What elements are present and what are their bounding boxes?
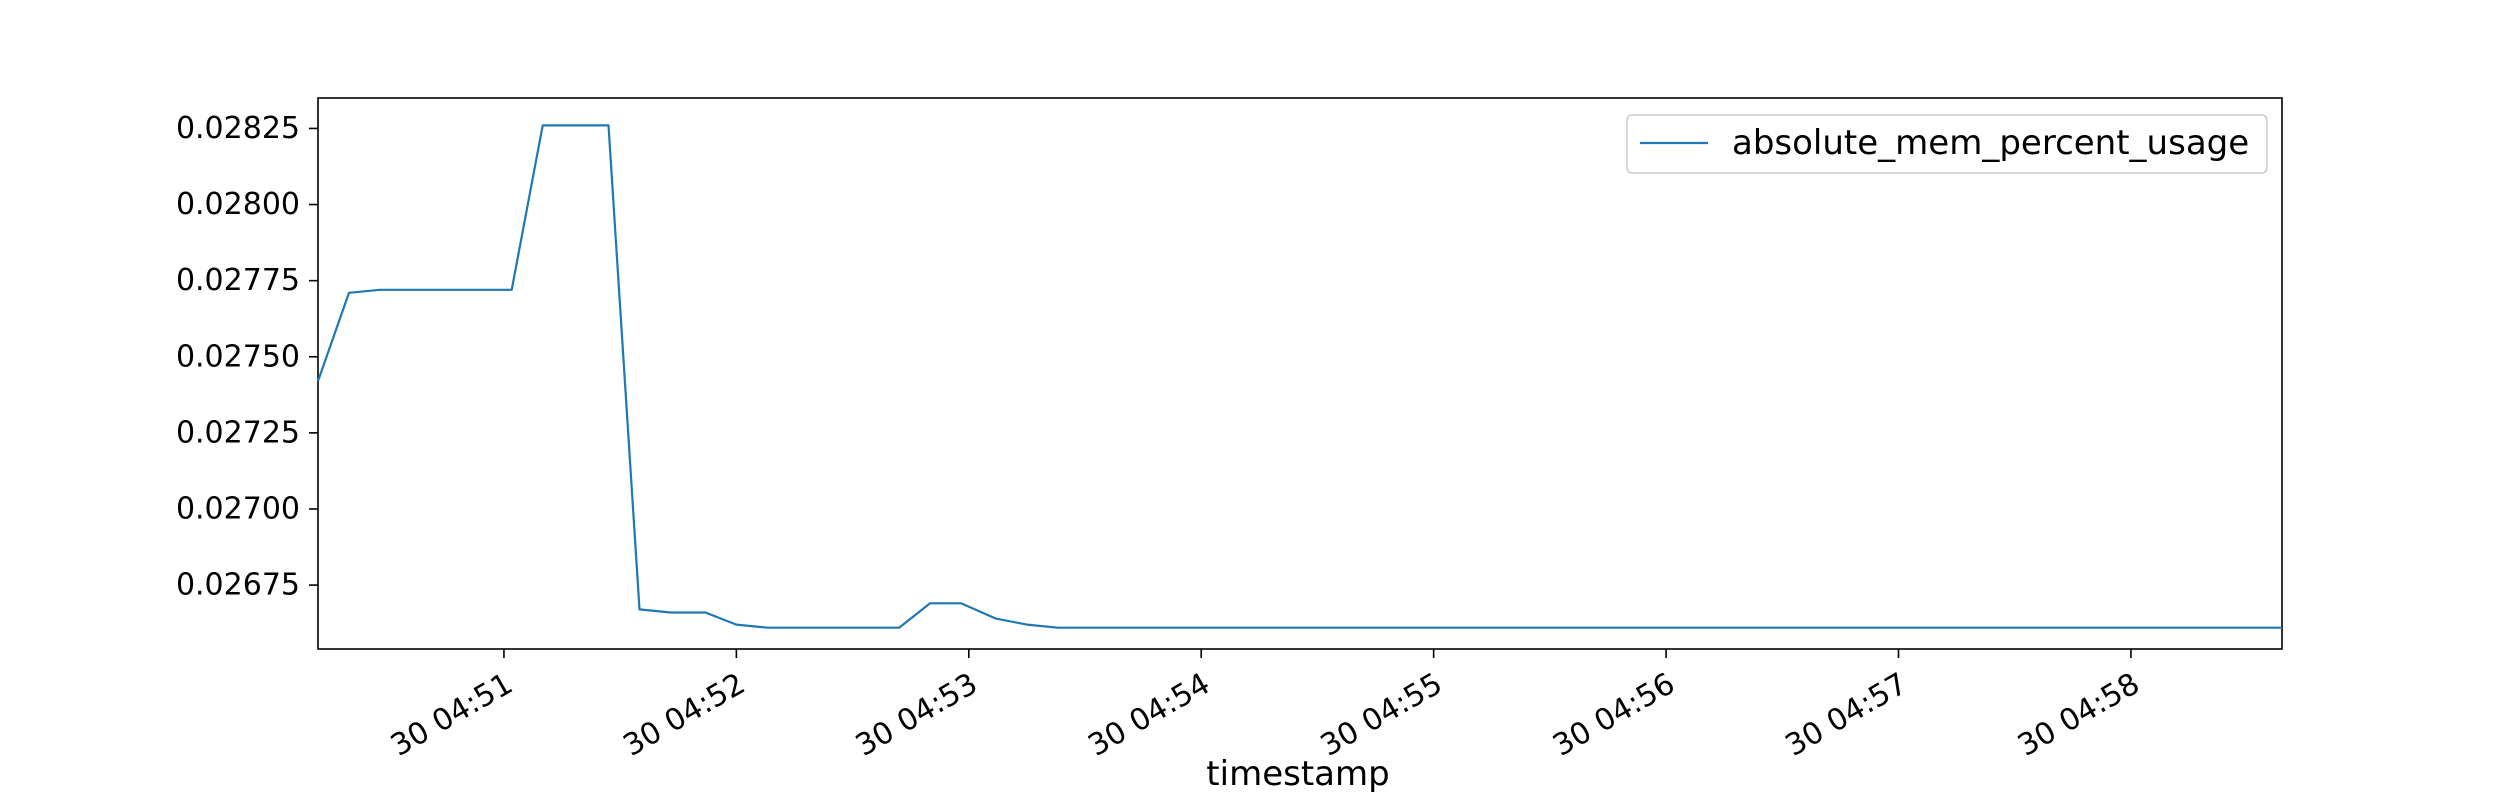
- y-tick-label: 0.02825: [176, 111, 300, 146]
- x-tick-label: 30 04:52: [617, 666, 751, 763]
- legend-label: absolute_mem_percent_usage: [1732, 123, 2249, 163]
- x-tick-label: 30 04:51: [385, 666, 519, 763]
- legend: absolute_mem_percent_usage: [1626, 114, 2268, 174]
- y-tick-label: 0.02750: [176, 339, 300, 374]
- y-tick-label: 0.02800: [176, 187, 300, 222]
- y-tick-label: 0.02700: [176, 491, 300, 526]
- y-tick-label: 0.02675: [176, 568, 300, 603]
- x-tick-label: 30 04:53: [850, 666, 984, 763]
- x-tick-label: 30 04:56: [1547, 666, 1681, 763]
- series-line-absolute-mem-percent-usage: [316, 124, 2282, 629]
- plot-area: [316, 97, 2283, 650]
- x-tick-label: 30 04:55: [1315, 666, 1449, 763]
- y-axis: 0.02675 0.02700 0.02725 0.02750 0.02775 0.028…: [176, 111, 318, 603]
- x-axis: 30 04:51 30 04:52 30 04:53 30 04:54 30 04:55…: [385, 649, 2146, 764]
- x-axis-title: timestamp: [1206, 754, 1389, 794]
- legend-box: [1626, 114, 2268, 174]
- x-tick-label: 30 04:54: [1082, 666, 1216, 763]
- x-tick-label: 30 04:57: [1780, 666, 1914, 763]
- plot-frame: [317, 97, 2283, 650]
- x-tick-label: 30 04:58: [2012, 666, 2146, 763]
- y-tick-label: 0.02725: [176, 415, 300, 450]
- y-tick-label: 0.02775: [176, 263, 300, 298]
